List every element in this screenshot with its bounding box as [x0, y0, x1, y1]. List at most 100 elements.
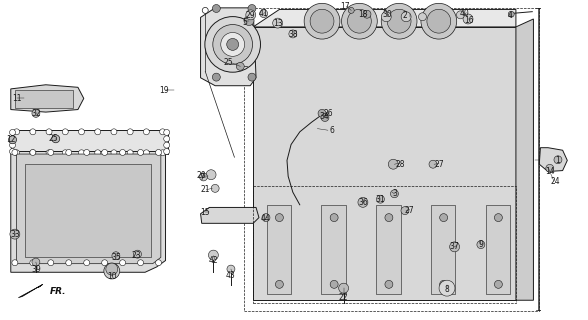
- Circle shape: [318, 109, 326, 117]
- Circle shape: [390, 190, 399, 198]
- Polygon shape: [16, 154, 161, 264]
- Text: 28: 28: [396, 160, 405, 169]
- Text: FR.: FR.: [50, 287, 66, 296]
- Circle shape: [385, 280, 393, 288]
- Circle shape: [348, 7, 354, 13]
- Circle shape: [202, 7, 208, 13]
- Circle shape: [209, 250, 218, 260]
- Text: 29: 29: [245, 11, 255, 20]
- Text: 27: 27: [405, 206, 415, 215]
- Circle shape: [104, 263, 120, 279]
- Text: 35: 35: [111, 253, 121, 262]
- Circle shape: [102, 260, 108, 266]
- Circle shape: [248, 73, 256, 81]
- Circle shape: [119, 149, 126, 156]
- Circle shape: [554, 156, 562, 164]
- Circle shape: [119, 260, 126, 266]
- Circle shape: [206, 170, 216, 180]
- Circle shape: [363, 10, 371, 18]
- Circle shape: [456, 11, 465, 19]
- Circle shape: [32, 258, 40, 266]
- Circle shape: [495, 280, 502, 288]
- Circle shape: [212, 73, 220, 81]
- Polygon shape: [539, 148, 567, 172]
- Circle shape: [342, 3, 377, 39]
- Text: 17: 17: [340, 2, 350, 11]
- Text: 44: 44: [261, 214, 271, 223]
- Circle shape: [112, 252, 120, 260]
- Text: 4: 4: [507, 11, 513, 20]
- Circle shape: [381, 12, 391, 22]
- Circle shape: [9, 130, 15, 135]
- Circle shape: [30, 149, 36, 156]
- Text: 19: 19: [159, 86, 169, 95]
- Circle shape: [30, 129, 36, 135]
- Circle shape: [387, 9, 411, 33]
- Circle shape: [289, 30, 297, 38]
- Circle shape: [102, 149, 108, 156]
- Text: 27: 27: [434, 160, 443, 169]
- Circle shape: [9, 142, 15, 148]
- Circle shape: [9, 136, 15, 142]
- Circle shape: [46, 129, 52, 135]
- Text: 37: 37: [450, 242, 459, 251]
- Polygon shape: [201, 8, 256, 86]
- Text: 5: 5: [242, 18, 247, 27]
- Circle shape: [248, 4, 256, 12]
- Circle shape: [156, 260, 162, 266]
- Polygon shape: [201, 207, 259, 223]
- Circle shape: [163, 130, 170, 135]
- Text: 18: 18: [358, 10, 368, 19]
- Circle shape: [143, 129, 149, 135]
- Polygon shape: [253, 10, 516, 27]
- Circle shape: [79, 129, 85, 135]
- Circle shape: [199, 173, 208, 181]
- Text: 11: 11: [12, 94, 21, 103]
- Circle shape: [106, 263, 118, 275]
- Bar: [486, 205, 510, 294]
- Text: 43: 43: [226, 271, 236, 280]
- Circle shape: [381, 3, 417, 39]
- Text: 21: 21: [201, 185, 210, 194]
- Circle shape: [304, 3, 340, 39]
- Circle shape: [388, 159, 398, 169]
- Text: 41: 41: [259, 9, 269, 18]
- Polygon shape: [11, 130, 168, 154]
- Circle shape: [440, 280, 447, 288]
- Circle shape: [442, 284, 452, 294]
- Circle shape: [52, 135, 60, 143]
- Circle shape: [220, 33, 245, 56]
- Circle shape: [9, 136, 16, 144]
- Circle shape: [62, 150, 68, 156]
- Text: 12: 12: [6, 135, 15, 144]
- Circle shape: [30, 150, 36, 156]
- Circle shape: [83, 149, 89, 156]
- Circle shape: [385, 214, 393, 221]
- Text: 22: 22: [339, 293, 348, 302]
- Circle shape: [83, 260, 89, 266]
- Circle shape: [10, 229, 20, 239]
- Circle shape: [66, 149, 72, 156]
- Text: 33: 33: [10, 230, 20, 239]
- Text: 8: 8: [445, 284, 449, 294]
- Circle shape: [495, 214, 502, 221]
- Circle shape: [508, 11, 514, 17]
- Text: 14: 14: [545, 167, 554, 176]
- Circle shape: [348, 9, 372, 33]
- Circle shape: [477, 241, 485, 249]
- Circle shape: [127, 129, 133, 135]
- Circle shape: [262, 214, 270, 221]
- Circle shape: [48, 149, 54, 156]
- Circle shape: [463, 14, 473, 24]
- Circle shape: [401, 12, 411, 22]
- Circle shape: [138, 149, 143, 156]
- Text: 32: 32: [31, 109, 41, 118]
- Circle shape: [14, 150, 19, 156]
- Circle shape: [156, 149, 162, 156]
- Circle shape: [143, 150, 149, 156]
- Circle shape: [440, 214, 447, 221]
- Text: 40: 40: [460, 9, 469, 18]
- Text: 1: 1: [556, 156, 560, 165]
- Circle shape: [275, 280, 283, 288]
- Circle shape: [273, 18, 283, 28]
